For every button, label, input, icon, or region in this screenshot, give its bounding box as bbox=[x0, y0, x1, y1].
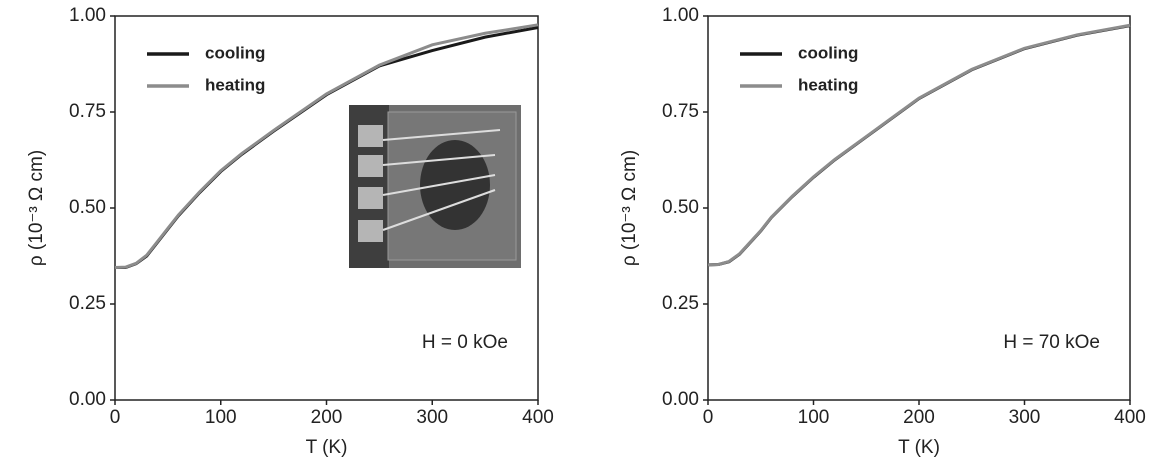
x-tick-label: 400 bbox=[522, 407, 554, 428]
inset-photo bbox=[349, 105, 521, 268]
y-tick-label: 0.25 bbox=[662, 293, 699, 314]
x-tick-label: 300 bbox=[1009, 407, 1041, 428]
y-tick-label: 0.25 bbox=[69, 293, 106, 314]
annotation: H = 70 kOe bbox=[1003, 332, 1100, 353]
y-tick-label: 0.75 bbox=[662, 101, 699, 122]
y-tick-label: 1.00 bbox=[662, 5, 699, 26]
annotation: H = 0 kOe bbox=[422, 332, 508, 353]
x-tick-label: 100 bbox=[205, 407, 237, 428]
legend-label: heating bbox=[798, 75, 858, 94]
x-tick-label: 200 bbox=[311, 407, 343, 428]
x-tick-label: 100 bbox=[798, 407, 830, 428]
legend-label: cooling bbox=[205, 43, 265, 62]
legend-label: cooling bbox=[798, 43, 858, 62]
y-tick-label: 0.75 bbox=[69, 101, 106, 122]
x-tick-label: 400 bbox=[1114, 407, 1146, 428]
x-tick-label: 300 bbox=[416, 407, 448, 428]
y-tick-label: 0.00 bbox=[69, 389, 106, 410]
y-tick-label: 0.50 bbox=[69, 197, 106, 218]
y-axis-label: ρ (10⁻³ Ω cm) bbox=[26, 150, 47, 266]
data-line bbox=[707, 24, 1131, 267]
x-tick-label: 0 bbox=[110, 407, 121, 428]
y-axis-label: ρ (10⁻³ Ω cm) bbox=[619, 150, 640, 266]
x-axis-label: T (K) bbox=[898, 437, 940, 458]
data-line bbox=[707, 23, 1131, 267]
x-axis-label: T (K) bbox=[306, 437, 348, 458]
x-tick-label: 0 bbox=[703, 407, 714, 428]
y-tick-label: 0.00 bbox=[662, 389, 699, 410]
x-tick-label: 200 bbox=[903, 407, 935, 428]
y-tick-label: 1.00 bbox=[69, 5, 106, 26]
y-tick-label: 0.50 bbox=[662, 197, 699, 218]
data-line bbox=[114, 23, 539, 270]
legend-label: heating bbox=[205, 75, 265, 94]
